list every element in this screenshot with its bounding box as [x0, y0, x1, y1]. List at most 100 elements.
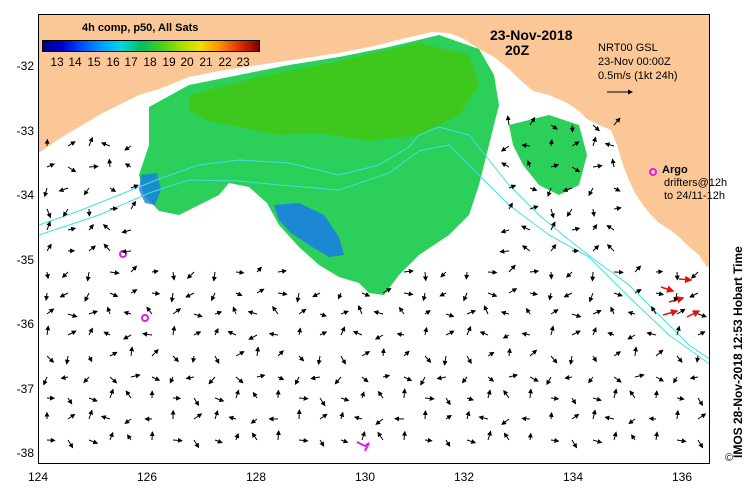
- current-arrow: [214, 310, 223, 316]
- argo-float[interactable]: [119, 168, 657, 322]
- current-arrow: [146, 306, 153, 315]
- current-arrow: [247, 310, 258, 316]
- current-arrow: [651, 306, 657, 315]
- current-arrow: [466, 439, 477, 444]
- current-arrow: [295, 376, 300, 385]
- current-arrow: [697, 331, 706, 336]
- current-arrow: [319, 331, 328, 336]
- map-frame[interactable]: [38, 14, 710, 464]
- current-arrow: [697, 413, 707, 420]
- current-arrow: [547, 187, 552, 197]
- current-arrow: [461, 376, 468, 384]
- current-arrow: [374, 334, 384, 340]
- current-arrow: [529, 116, 536, 126]
- current-arrow: [521, 245, 531, 252]
- lat-label: -38: [16, 446, 34, 460]
- current-arrow: [121, 248, 132, 254]
- argo-legend-label: Argo: [662, 164, 688, 176]
- current-arrow: [310, 375, 321, 381]
- current-arrow: [676, 395, 685, 401]
- current-arrow: [232, 306, 238, 315]
- current-arrow: [633, 346, 639, 357]
- current-arrow: [360, 431, 366, 441]
- drifters-legend-line1: drifters@12h: [664, 177, 728, 189]
- current-arrow: [193, 439, 200, 449]
- current-arrow: [88, 327, 93, 336]
- current-arrow: [248, 334, 258, 340]
- current-arrow: [442, 355, 448, 366]
- current-arrow: [214, 397, 225, 403]
- current-arrow: [424, 310, 431, 315]
- current-arrow: [172, 437, 183, 443]
- current-arrow: [529, 376, 539, 382]
- lat-label: -36: [16, 317, 34, 331]
- colorbar-tick: 21: [199, 55, 213, 69]
- current-arrow: [375, 418, 384, 425]
- current-arrow: [319, 312, 327, 318]
- current-arrow: [109, 351, 118, 357]
- current-arrow: [592, 223, 598, 231]
- current-arrow: [353, 415, 363, 421]
- current-arrow: [352, 330, 363, 336]
- lat-label: -32: [16, 59, 34, 73]
- current-arrow: [550, 355, 558, 364]
- current-arrow: [606, 244, 615, 252]
- current-arrow: [487, 269, 498, 275]
- current-arrow: [403, 291, 414, 297]
- current-arrow: [88, 164, 99, 170]
- current-arrow: [676, 355, 683, 363]
- lat-label: -33: [16, 124, 34, 138]
- current-arrow: [487, 376, 495, 382]
- colorbar-title: 4h comp, p50, All Sats: [82, 22, 199, 34]
- current-arrow: [592, 244, 600, 252]
- current-arrow: [403, 376, 413, 382]
- lon-label: 130: [354, 470, 376, 484]
- current-arrow: [67, 141, 76, 147]
- current-arrow: [62, 208, 69, 217]
- current-arrow: [588, 187, 594, 197]
- current-arrow: [648, 416, 657, 422]
- current-arrow: [466, 355, 472, 365]
- current-arrow: [564, 375, 573, 380]
- current-arrow: [109, 292, 119, 298]
- current-arrow: [340, 355, 346, 365]
- current-arrow: [440, 271, 447, 278]
- current-arrow: [88, 224, 94, 231]
- current-arrow: [127, 434, 132, 441]
- current-arrow: [214, 438, 223, 444]
- current-arrow: [674, 409, 680, 420]
- current-arrow: [298, 395, 309, 401]
- current-arrow: [571, 330, 581, 336]
- current-arrow: [588, 292, 594, 303]
- current-arrow: [171, 325, 177, 336]
- current-arrow: [298, 355, 305, 362]
- current-arrow: [357, 304, 363, 315]
- current-arrow: [634, 289, 642, 294]
- current-arrow: [486, 389, 492, 399]
- current-arrow: [445, 397, 451, 406]
- current-arrow: [396, 332, 405, 337]
- current-arrow: [478, 415, 489, 421]
- current-arrow: [45, 325, 51, 336]
- current-arrow: [590, 271, 596, 282]
- current-arrow: [88, 310, 99, 315]
- current-arrow: [298, 437, 309, 443]
- current-arrows: [42, 115, 707, 449]
- drifter-track[interactable]: [356, 441, 370, 452]
- current-arrow: [592, 326, 597, 336]
- imos-credit: IMOS 28-Nov-2018 12:53 Hobart Time: [731, 246, 745, 458]
- current-arrow: [373, 310, 384, 316]
- current-arrow: [500, 228, 510, 234]
- colorbar-tick: 22: [218, 55, 232, 69]
- current-arrow: [88, 136, 94, 147]
- current-arrow: [591, 208, 596, 217]
- current-arrow: [673, 292, 679, 303]
- current-arrow: [525, 307, 531, 315]
- current-arrow: [268, 331, 279, 337]
- current-arrow: [591, 409, 597, 420]
- current-arrow: [295, 292, 301, 303]
- current-arrow: [613, 351, 622, 357]
- current-arrow: [100, 415, 111, 420]
- lat-label: -37: [16, 382, 34, 396]
- map-canvas[interactable]: [39, 15, 710, 464]
